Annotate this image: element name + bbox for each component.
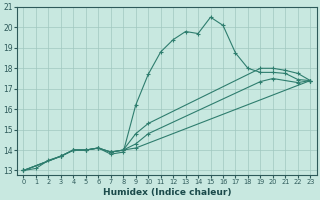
- X-axis label: Humidex (Indice chaleur): Humidex (Indice chaleur): [103, 188, 231, 197]
